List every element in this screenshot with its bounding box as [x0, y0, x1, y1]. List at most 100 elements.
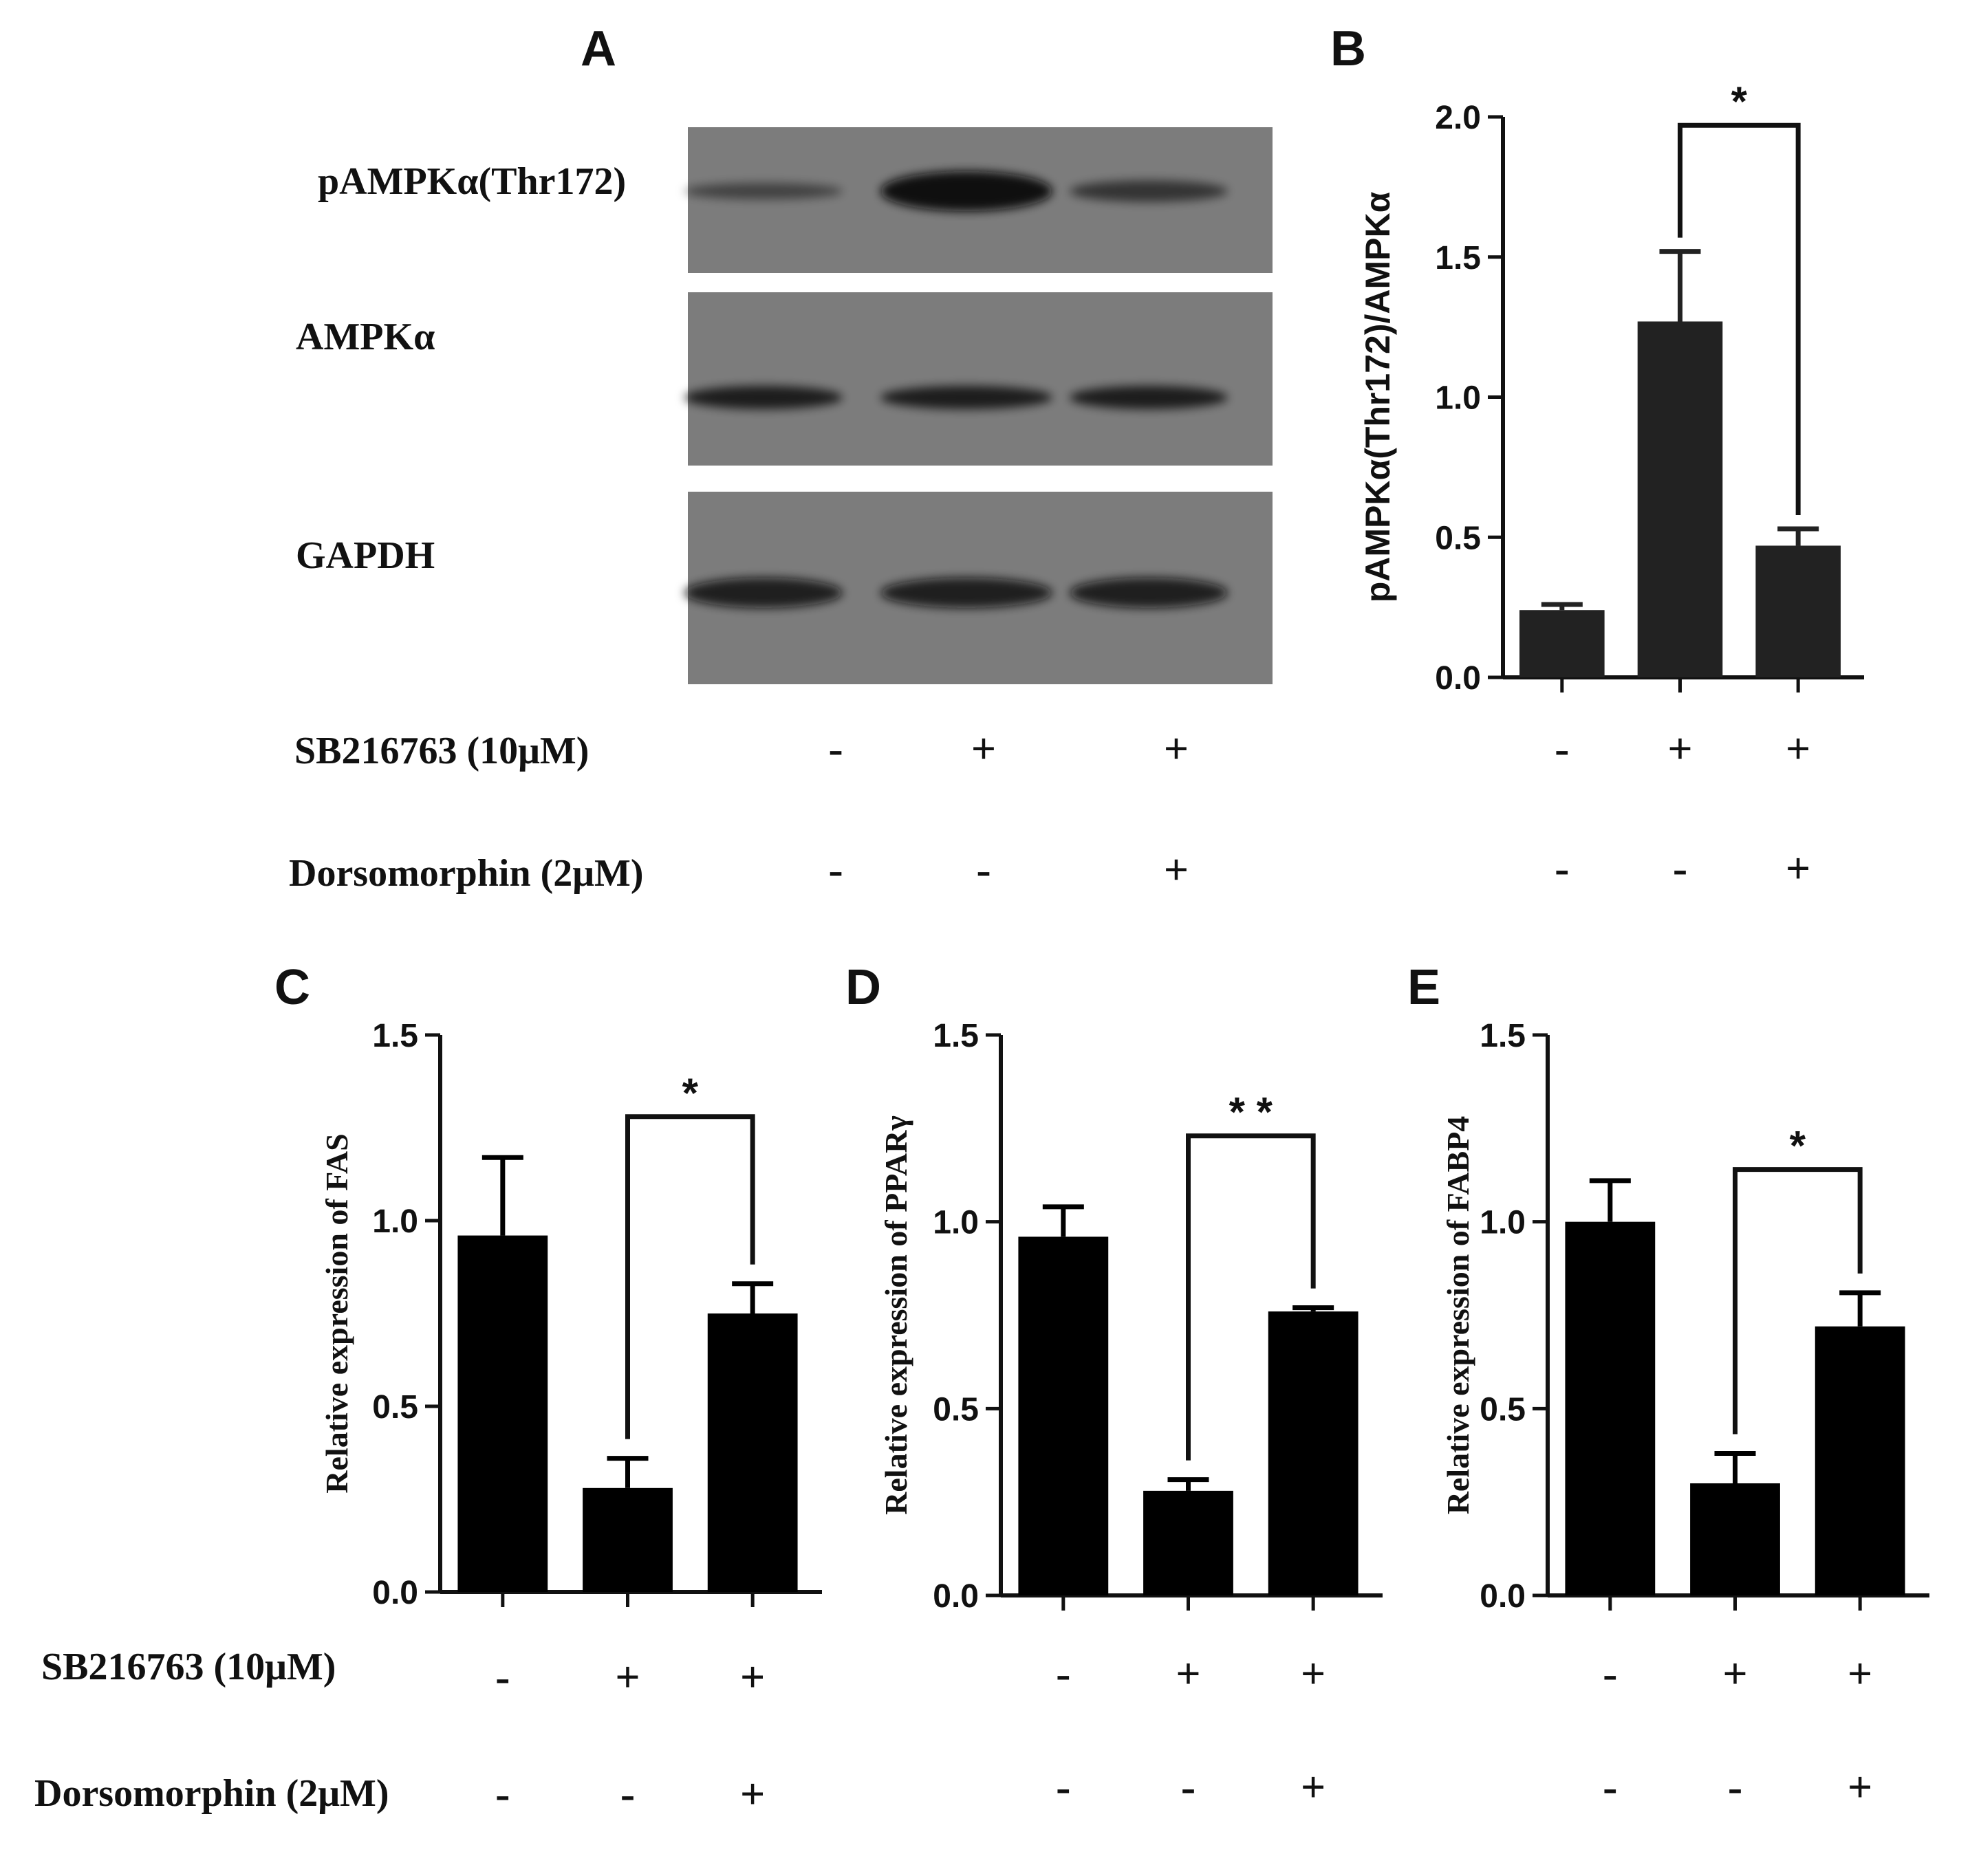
treatment-sign: +: [1786, 844, 1810, 893]
treatment-label-sb216763-bottom: SB216763 (10μM): [41, 1646, 336, 1688]
treatment-sign: +: [615, 1653, 640, 1701]
treatment-sign: -: [1056, 1649, 1070, 1698]
bar: [1637, 321, 1723, 678]
y-tick-label: 1.5: [1435, 240, 1481, 276]
panel-letter-a: A: [581, 21, 616, 76]
blot-band-row1-lane2: [880, 171, 1052, 212]
y-tick-label: 1.0: [372, 1203, 418, 1240]
panel-letter-d: D: [845, 960, 881, 1015]
western-blot: pAMPKα(Thr172) AMPKα GAPDH: [296, 127, 1273, 684]
treatment-sign: -: [1181, 1763, 1195, 1811]
treatment-sign: -: [620, 1769, 635, 1818]
significance-bracket: [1678, 122, 1801, 516]
y-tick-label: 2.0: [1435, 100, 1481, 136]
treatment-sign: -: [1056, 1763, 1070, 1811]
y-tick-label: 1.0: [1480, 1205, 1526, 1241]
y-axis-label: pAMPKα(Thr172)/AMPKα: [1359, 191, 1397, 602]
y-tick-label: 1.0: [933, 1205, 979, 1241]
blot-band-row3-lane1: [684, 578, 843, 608]
treatment-sign-a-r1-c2: +: [971, 724, 996, 773]
blot-label-ampk: AMPKα: [296, 316, 435, 358]
y-tick-label: 0.0: [372, 1575, 418, 1611]
y-axis-label: Relative expression of FABP4: [1440, 1116, 1475, 1515]
chart-panel-e: 0.0 0.5 1.0 1.5 * Relative expression of FABP…: [1440, 1018, 1929, 1811]
treatment-sign: +: [1301, 1649, 1325, 1698]
blot-band-row3-lane2: [880, 578, 1052, 608]
treatment-sign: +: [740, 1653, 765, 1701]
blot-band-row2-lane1: [684, 386, 843, 409]
treatment-label-dorsomorphin-bottom: Dorsomorphin (2μM): [34, 1772, 389, 1815]
treatment-sign: +: [1722, 1649, 1747, 1698]
treatment-sign: -: [1603, 1763, 1617, 1811]
panel-letter-e: E: [1407, 960, 1440, 1015]
bar: [457, 1235, 548, 1592]
treatment-sign: -: [1555, 724, 1569, 773]
treatment-sign: +: [1848, 1649, 1872, 1698]
treatment-label-sb216763-top: SB216763 (10μM): [294, 730, 589, 772]
chart-panel-d: 0.0 0.5 1.0 1.5 * * Relative expression of PP…: [878, 1018, 1383, 1811]
treatment-sign-a-r2-c1: -: [828, 845, 843, 894]
significance-label: *: [1731, 78, 1748, 124]
bar: [707, 1313, 798, 1592]
treatment-sign: +: [1848, 1763, 1872, 1811]
treatment-sign: -: [1603, 1649, 1617, 1698]
significance-bracket: [1186, 1133, 1316, 1461]
panel-letter-b: B: [1330, 21, 1366, 76]
bar: [1519, 610, 1605, 677]
treatment-sign: -: [495, 1653, 510, 1701]
blot-band-row2-lane2: [880, 386, 1052, 409]
significance-bracket: [1733, 1167, 1863, 1435]
treatment-sign: -: [1728, 1763, 1742, 1811]
treatment-signs-panel-a: - + + - - +: [828, 724, 1189, 894]
y-tick-label: 0.5: [372, 1389, 418, 1426]
y-tick-label: 1.5: [1480, 1018, 1526, 1054]
y-axis-label: Relative expression of PPARγ: [878, 1115, 913, 1515]
significance-bracket: [625, 1114, 755, 1439]
chart-panel-b: 0.0 0.5 1.0 1.5 2.0 * pAMPKα(Thr172)/AMPKα - + + -…: [1359, 78, 1864, 893]
bar: [1268, 1311, 1359, 1595]
treatment-sign: +: [1786, 724, 1810, 773]
y-tick-label: 1.5: [933, 1018, 979, 1054]
y-tick-label: 1.0: [1435, 380, 1481, 417]
blot-band-row3-lane3: [1070, 578, 1228, 608]
treatment-sign-a-r2-c2: -: [976, 845, 991, 894]
treatment-sign: +: [1176, 1649, 1200, 1698]
significance-label: *: [1790, 1123, 1806, 1169]
blot-band-row2-lane3: [1070, 386, 1228, 409]
blot-strip-ampk: [688, 292, 1273, 466]
y-tick-label: 0.5: [1435, 520, 1481, 556]
treatment-sign: +: [740, 1769, 765, 1818]
y-axis-label: Relative expression of FAS: [319, 1133, 354, 1493]
bar: [1143, 1490, 1233, 1595]
bar: [1565, 1221, 1656, 1595]
significance-label: * *: [1229, 1089, 1273, 1135]
bar: [583, 1487, 673, 1592]
treatment-sign: -: [495, 1769, 510, 1818]
y-tick-label: 0.0: [1435, 660, 1481, 697]
blot-label-gapdh: GAPDH: [296, 534, 435, 577]
blot-band-row1-lane1: [684, 182, 843, 200]
y-tick-label: 0.5: [933, 1391, 979, 1428]
y-tick-label: 0.5: [1480, 1391, 1526, 1428]
y-tick-label: 0.0: [933, 1578, 979, 1615]
bar: [1690, 1483, 1780, 1595]
treatment-sign: +: [1667, 724, 1692, 773]
blot-label-pampk: pAMPKα(Thr172): [318, 160, 626, 203]
treatment-sign-a-r1-c1: -: [828, 724, 843, 773]
chart-panel-c: 0.0 0.5 1.0 1.5 * Relative expression of FAS -…: [319, 1018, 822, 1818]
treatment-label-dorsomorphin-top: Dorsomorphin (2μM): [289, 852, 643, 895]
significance-label: *: [682, 1070, 699, 1116]
treatment-sign-a-r1-c3: +: [1164, 724, 1189, 773]
panel-letter-c: C: [274, 960, 310, 1015]
y-tick-label: 1.5: [372, 1018, 418, 1054]
y-tick-label: 0.0: [1480, 1578, 1526, 1615]
bar: [1018, 1236, 1109, 1595]
treatment-sign: -: [1555, 844, 1569, 893]
blot-band-row1-lane3: [1070, 180, 1228, 202]
treatment-sign: -: [1673, 844, 1687, 893]
treatment-sign: +: [1301, 1763, 1325, 1811]
bar: [1815, 1326, 1905, 1595]
treatment-sign-a-r2-c3: +: [1164, 845, 1189, 894]
bar: [1755, 545, 1841, 677]
